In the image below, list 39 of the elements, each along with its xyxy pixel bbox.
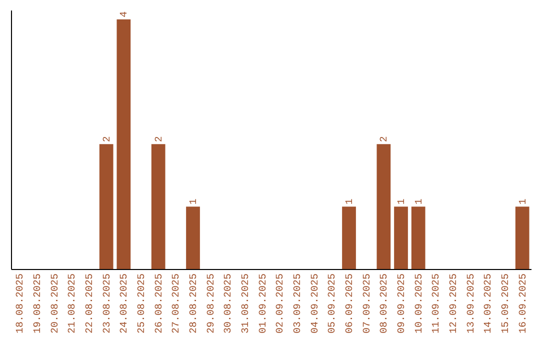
data-label: 1	[397, 198, 408, 205]
x-tick-label: 23.08.2025	[102, 274, 114, 334]
x-tick-label: 08.09.2025	[380, 274, 391, 334]
data-label: 2	[380, 136, 391, 142]
x-tick-label: 16.09.2025	[518, 274, 530, 334]
x-tick-label: 19.08.2025	[33, 274, 44, 334]
x-tick-label: 21.08.2025	[68, 274, 79, 334]
data-label: 1	[414, 198, 426, 205]
x-tick-label: 12.09.2025	[449, 274, 460, 334]
x-tick-label: 30.08.2025	[224, 274, 235, 334]
x-tick-label: 03.09.2025	[293, 274, 304, 334]
x-tick-label: 29.08.2025	[206, 274, 218, 334]
x-tick-label: 06.09.2025	[345, 274, 356, 334]
x-tick-label: 05.09.2025	[328, 274, 339, 334]
x-tick-label: 24.08.2025	[120, 274, 131, 334]
x-tick-label: 26.08.2025	[154, 274, 166, 334]
data-label: 2	[102, 136, 114, 142]
x-tick-label: 02.09.2025	[276, 274, 287, 334]
x-tick-label: 27.08.2025	[172, 274, 183, 334]
x-tick-label: 11.09.2025	[432, 274, 443, 334]
x-tick-label: 09.09.2025	[397, 274, 408, 334]
x-tick-label: 20.08.2025	[50, 274, 62, 334]
data-label: 4	[120, 11, 131, 18]
x-tick-label: 01.09.2025	[258, 274, 270, 334]
x-tick-label: 07.09.2025	[362, 274, 374, 334]
data-label: 1	[518, 198, 530, 205]
data-label: 2	[154, 136, 166, 142]
data-label: 1	[345, 198, 356, 205]
x-tick-label: 10.09.2025	[414, 274, 426, 334]
x-tick-label: 14.09.2025	[484, 274, 495, 334]
x-tick-label: 22.08.2025	[85, 274, 96, 334]
x-tick-label: 18.08.2025	[16, 274, 27, 334]
x-tick-label: 15.09.2025	[501, 274, 512, 334]
x-tick-label: 25.08.2025	[137, 274, 148, 334]
x-tick-label: 04.09.2025	[310, 274, 322, 334]
x-tick-label: 13.09.2025	[466, 274, 478, 334]
x-tick-label: 31.08.2025	[241, 274, 252, 334]
x-tick-label: 28.08.2025	[189, 274, 200, 334]
data-label: 1	[189, 198, 200, 205]
